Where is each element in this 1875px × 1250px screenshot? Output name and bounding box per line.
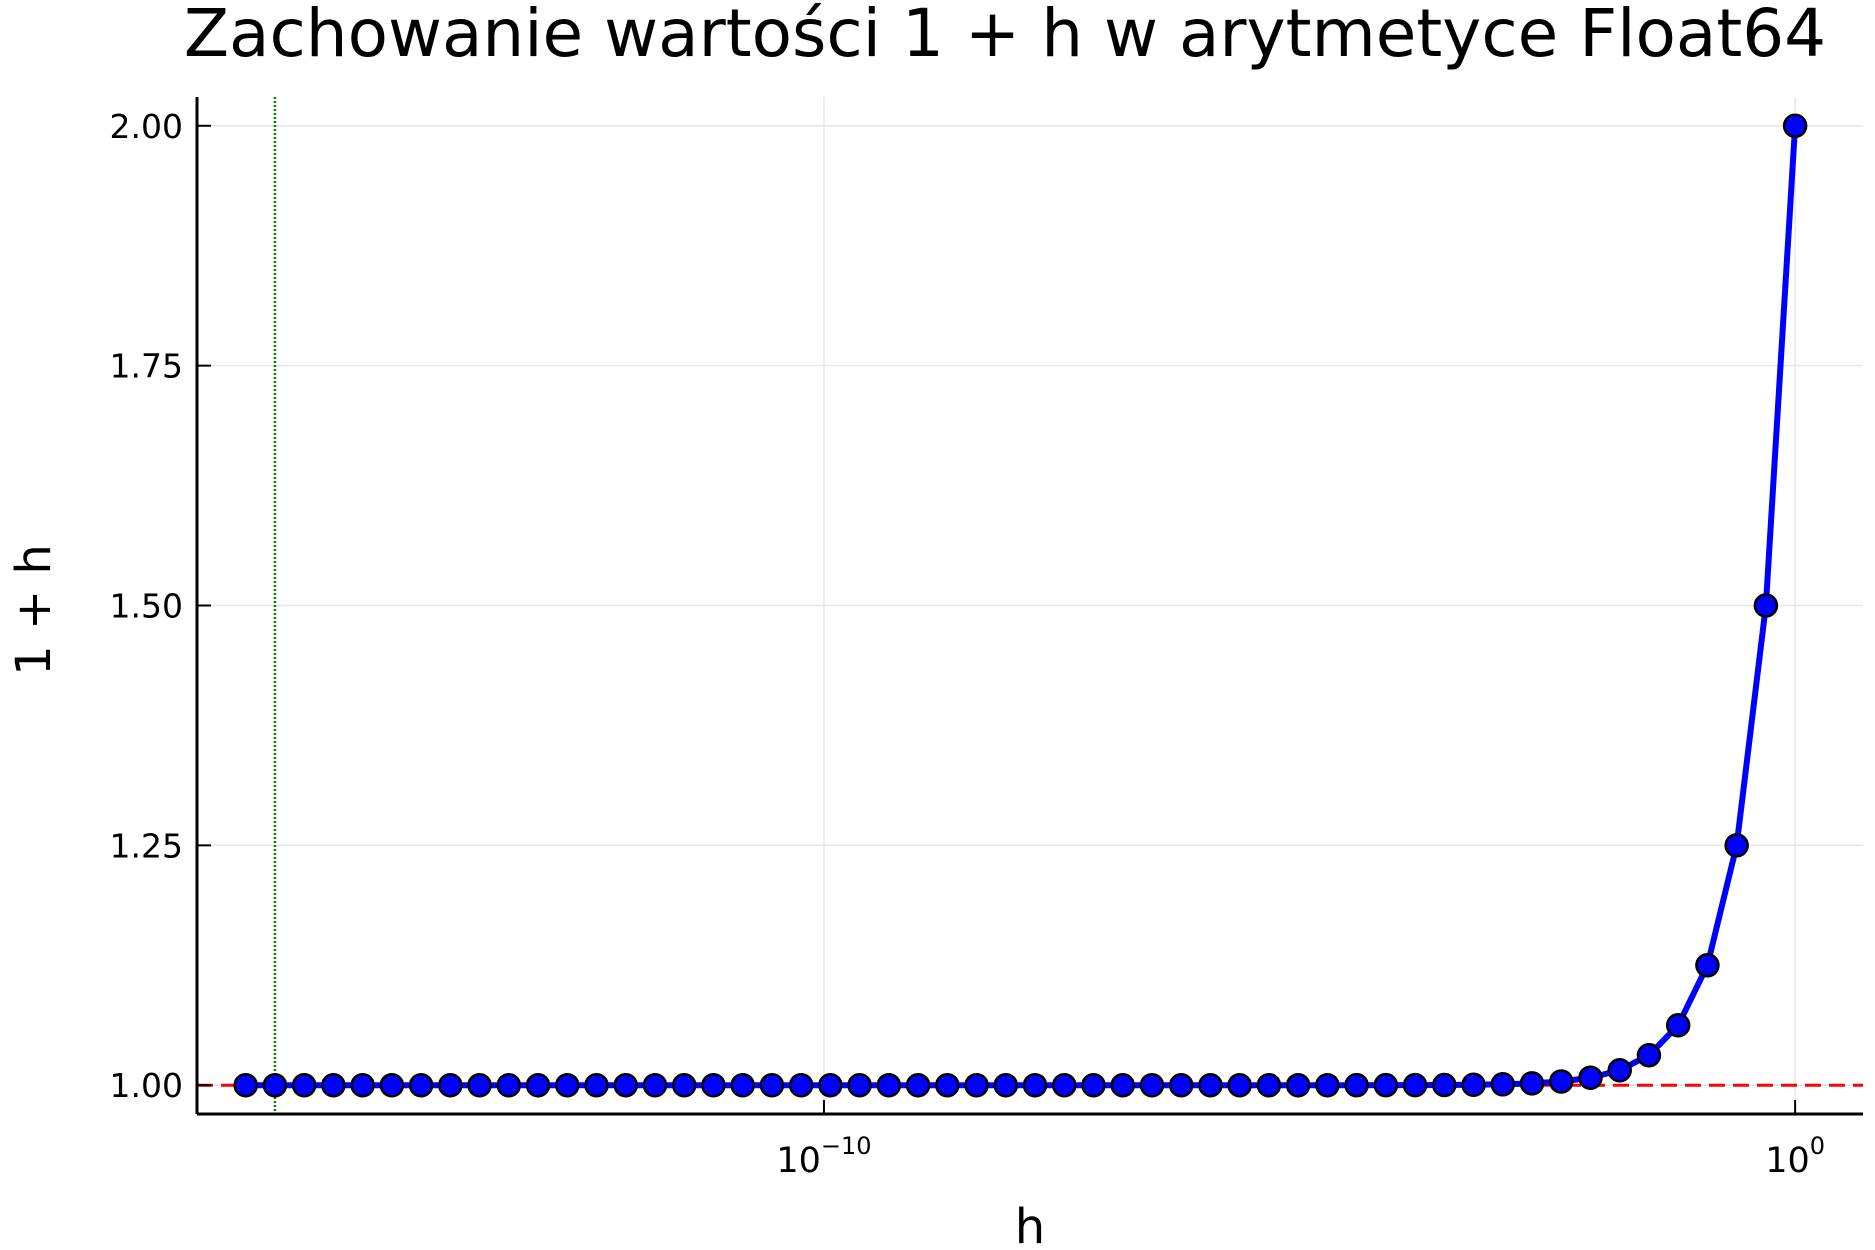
data-point xyxy=(1285,1072,1311,1098)
data-point xyxy=(1256,1072,1282,1098)
data-point xyxy=(467,1072,492,1098)
data-point xyxy=(555,1072,580,1098)
axes xyxy=(195,97,1863,1116)
data-point xyxy=(584,1072,609,1098)
x-tick-label: 10−10 xyxy=(776,1132,871,1181)
data-point xyxy=(321,1072,346,1098)
data-point xyxy=(496,1072,522,1098)
data-point xyxy=(262,1072,288,1098)
data-point xyxy=(730,1072,755,1098)
data-point xyxy=(1636,1042,1662,1068)
data-point xyxy=(1373,1072,1399,1098)
data-point xyxy=(1578,1065,1603,1090)
data-point xyxy=(1432,1072,1457,1098)
data-point xyxy=(1607,1057,1632,1083)
y-tick-label: 2.00 xyxy=(110,107,183,146)
data-point xyxy=(1139,1072,1165,1098)
data-point xyxy=(1695,953,1720,978)
data-point xyxy=(408,1072,434,1098)
data-point xyxy=(788,1072,814,1098)
data-point xyxy=(1548,1069,1574,1094)
data-point xyxy=(847,1072,872,1098)
data-point xyxy=(379,1072,405,1098)
data-point xyxy=(935,1072,960,1098)
series xyxy=(233,113,1808,1098)
data-point xyxy=(1519,1071,1545,1096)
data-point xyxy=(876,1072,902,1098)
data-point xyxy=(1490,1072,1516,1097)
data-point xyxy=(291,1072,317,1098)
data-point xyxy=(613,1072,638,1098)
data-point xyxy=(1227,1072,1252,1098)
y-tick-label: 1.75 xyxy=(110,347,183,386)
grid xyxy=(197,97,1863,1114)
data-point xyxy=(642,1072,668,1098)
data-point xyxy=(1782,113,1808,139)
data-point xyxy=(1724,833,1749,858)
data-point xyxy=(964,1072,989,1098)
data-point xyxy=(525,1072,551,1098)
data-point xyxy=(1081,1072,1106,1098)
chart-title: Zachowanie wartości 1 + h w arytmetyce F… xyxy=(184,0,1826,72)
data-point xyxy=(671,1072,697,1098)
data-point xyxy=(1753,593,1779,618)
x-axis-label: h xyxy=(1015,1199,1045,1250)
data-point xyxy=(233,1072,258,1098)
data-point xyxy=(1198,1072,1223,1098)
data-point xyxy=(701,1072,726,1098)
data-point xyxy=(759,1072,785,1098)
x-tick-label: 100 xyxy=(1765,1132,1825,1181)
data-point xyxy=(1168,1072,1194,1098)
y-tick-label: 1.25 xyxy=(110,826,183,865)
data-point xyxy=(1461,1072,1486,1097)
data-point xyxy=(350,1072,375,1098)
y-tick-label: 1.50 xyxy=(110,587,183,626)
data-point xyxy=(1022,1072,1048,1098)
data-point xyxy=(1344,1072,1369,1098)
y-axis-label: 1 + h xyxy=(6,544,62,676)
data-point xyxy=(1315,1072,1340,1098)
data-point xyxy=(905,1072,931,1098)
data-point xyxy=(1402,1072,1428,1098)
data-point xyxy=(438,1072,463,1098)
data-point xyxy=(818,1072,843,1098)
data-point xyxy=(1110,1072,1135,1098)
data-point xyxy=(1052,1072,1077,1098)
data-point xyxy=(1665,1013,1691,1038)
tick-labels: 1.00 1.25 1.50 1.75 2.00 10−10 100 xyxy=(110,107,1826,1181)
data-point xyxy=(993,1072,1019,1098)
y-tick-label: 1.00 xyxy=(110,1066,183,1105)
